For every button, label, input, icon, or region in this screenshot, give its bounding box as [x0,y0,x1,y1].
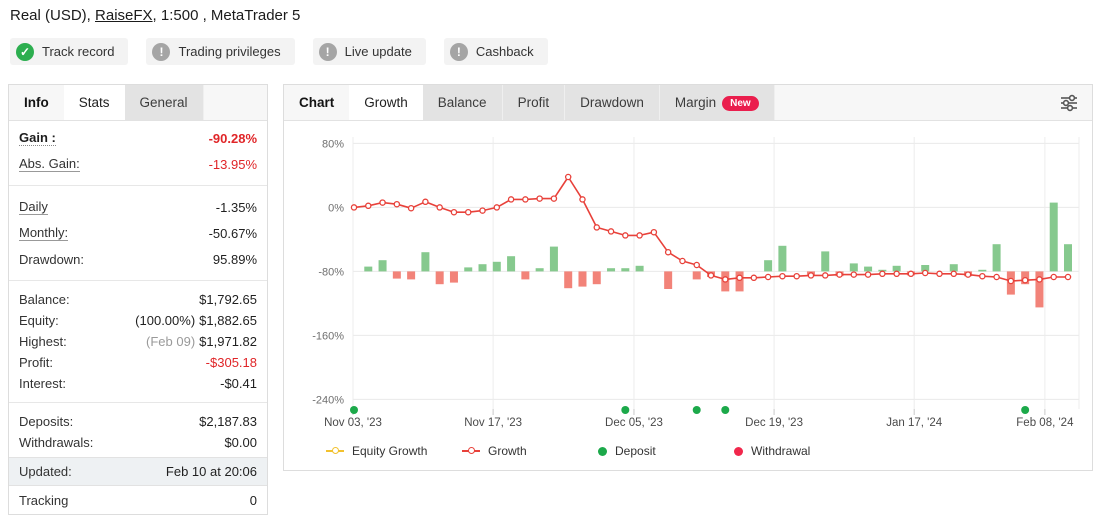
badge-label: Trading privileges [178,44,281,59]
stat-row-balance: Balance: $1,792.65 [19,292,257,307]
stats-panel-tabs: Info Stats General [9,85,267,121]
tab-growth[interactable]: Growth [349,85,423,120]
stat-row-tracking: Tracking 0 [19,492,257,508]
exclamation-icon: ! [318,42,337,61]
equity-growth-marker-icon [326,447,344,454]
tab-profit[interactable]: Profit [502,85,566,120]
svg-text:Nov 03, '23: Nov 03, '23 [324,417,382,429]
exclamation-icon: ! [152,42,171,61]
exclamation-icon: ! [449,42,468,61]
sliders-icon [1061,94,1077,111]
badge-label: Cashback [475,44,534,59]
chart-legend: Equity Growth Growth Deposit Withdrawal [284,444,1092,458]
tab-info[interactable]: Info [24,95,49,110]
chart-card: Chart Growth Balance Profit Drawdown Mar… [283,84,1093,471]
growth-chart[interactable]: 80% 0% -80% -160% -240% Nov 03, '23 Nov 17, '2… [284,127,1092,435]
stat-row-drawdown: Drawdown: 95.89% [19,251,257,267]
legend-item-deposit: Deposit [598,444,734,458]
account-title-prefix: Real (USD), [10,7,96,24]
stat-row-monthly: Monthly: -50.67% [19,225,257,241]
withdrawal-marker-icon [734,446,743,456]
svg-text:-160%: -160% [312,330,344,342]
stat-row-deposits: Deposits: $2,187.83 [19,414,257,429]
account-title-suffix: , 1:500 , MetaTrader 5 [152,7,301,24]
check-icon: ✓ [16,42,34,61]
badge-label: Track record [42,44,115,59]
stats-panel: Info Stats General Gain : -90.28% Abs. G… [8,84,268,515]
legend-item-withdrawal: Withdrawal [734,444,870,458]
svg-text:-240%: -240% [312,394,344,406]
stat-row-withdrawals: Withdrawals: $0.00 [19,435,257,450]
account-title: Real (USD), RaiseFX, 1:500 , MetaTrader … [10,7,1095,24]
badge-cashback: ! Cashback [443,38,548,65]
tab-balance[interactable]: Balance [422,85,503,120]
verification-badges: ✓ Track record ! Trading privileges ! Li… [10,38,1095,65]
new-badge: New [722,96,759,111]
chart-tabs: Chart Growth Balance Profit Drawdown Mar… [284,85,1092,121]
deposit-marker-icon [598,446,607,456]
legend-item-equity-growth: Equity Growth [326,444,462,458]
svg-text:Dec 19, '23: Dec 19, '23 [745,417,803,429]
svg-text:80%: 80% [322,138,344,150]
legend-item-growth: Growth [462,444,598,458]
growth-marker-icon [462,447,480,454]
tab-chart[interactable]: Chart [299,95,335,110]
stat-row-gain: Gain : -90.28% [19,130,257,146]
svg-text:-80%: -80% [318,266,344,278]
chart-settings-button[interactable] [1046,85,1092,120]
stat-row-abs-gain: Abs. Gain: -13.95% [19,156,257,172]
tab-drawdown[interactable]: Drawdown [565,85,660,120]
badge-track-record: ✓ Track record [10,38,129,65]
stat-row-equity: Equity: (100.00%) $1,882.65 [19,313,257,328]
svg-text:Feb 08, '24: Feb 08, '24 [1016,417,1074,429]
stat-row-profit: Profit: -$305.18 [19,355,257,370]
badge-live-update: ! Live update [312,38,426,65]
svg-text:Dec 05, '23: Dec 05, '23 [605,417,663,429]
svg-text:Jan 17, '24: Jan 17, '24 [886,417,943,429]
broker-link[interactable]: RaiseFX [95,7,153,24]
stat-row-interest: Interest: -$0.41 [19,376,257,391]
stat-row-highest: Highest: (Feb 09) $1,971.82 [19,334,257,349]
stat-row-daily: Daily -1.35% [19,199,257,215]
divider [9,280,267,281]
badge-label: Live update [344,44,412,59]
stat-row-updated: Updated: Feb 10 at 20:06 [9,457,267,486]
tab-stats[interactable]: Stats [63,85,125,120]
divider [9,185,267,186]
tab-general[interactable]: General [124,85,204,120]
divider [9,402,267,403]
tab-margin[interactable]: Margin New [659,85,775,120]
badge-trading-privileges: ! Trading privileges [146,38,295,65]
svg-text:Nov 17, '23: Nov 17, '23 [464,417,522,429]
svg-text:0%: 0% [328,202,344,214]
